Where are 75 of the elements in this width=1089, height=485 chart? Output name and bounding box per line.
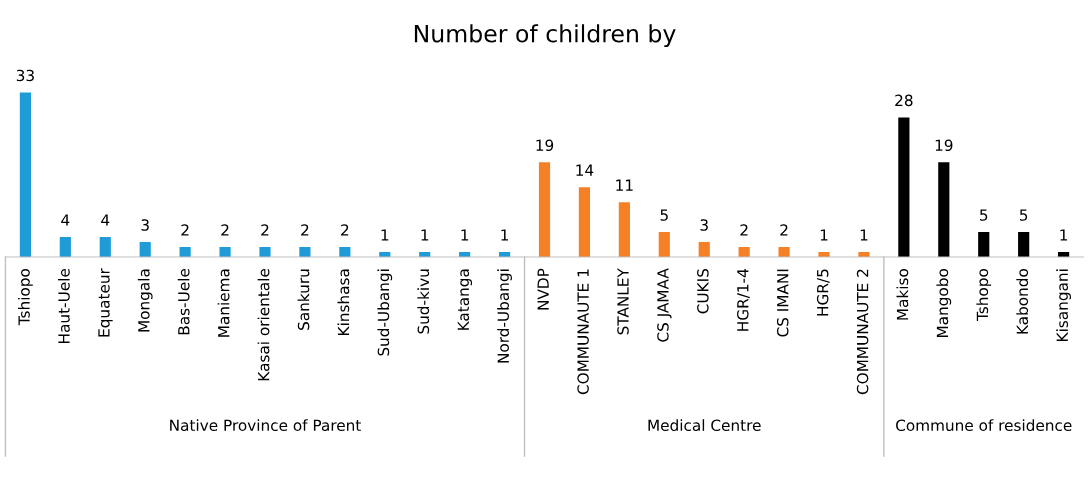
chart-title: Number of children by bbox=[414, 24, 676, 48]
text: Commune of residence bbox=[896, 419, 1072, 432]
bar bbox=[898, 117, 910, 258]
bar bbox=[698, 242, 710, 258]
x-tick-label: CS IMANI bbox=[776, 269, 789, 337]
data-label: 2 bbox=[261, 224, 269, 236]
bar bbox=[139, 242, 151, 258]
x-tick-label: NVDP bbox=[537, 268, 549, 310]
data-label: 2 bbox=[301, 224, 309, 236]
x-tick-label: STANLEY bbox=[617, 268, 629, 335]
bar bbox=[538, 162, 551, 258]
bar bbox=[938, 162, 950, 258]
x-tick-label: Kasai orientale bbox=[257, 268, 270, 381]
data-label: 2 bbox=[341, 224, 349, 236]
data-label: 1 bbox=[1060, 229, 1068, 241]
bar bbox=[618, 202, 630, 258]
x-tick-label: Tshiopo bbox=[18, 269, 33, 326]
x-tick-label: Kinshasa bbox=[337, 269, 350, 335]
text: Native Province of Parent bbox=[170, 419, 361, 432]
x-tick-label: CS JAMAA bbox=[657, 268, 672, 342]
data-label: 19 bbox=[935, 139, 953, 152]
x-tick-label: CUKIS bbox=[697, 269, 709, 314]
x-tick-label: HGR/1-4 bbox=[737, 269, 750, 331]
data-label: 2 bbox=[181, 224, 189, 236]
bar bbox=[578, 187, 591, 258]
bar bbox=[219, 247, 231, 258]
x-tick-label: Sud-kivu bbox=[417, 269, 430, 334]
text: Medical Centre bbox=[648, 419, 761, 432]
data-label: 28 bbox=[895, 94, 913, 107]
bar bbox=[299, 247, 311, 258]
data-label: 1 bbox=[461, 229, 469, 241]
x-tick-label: Sankuru bbox=[297, 269, 310, 330]
data-label: 19 bbox=[536, 139, 554, 152]
bar bbox=[19, 92, 31, 258]
data-label: 1 bbox=[820, 229, 828, 241]
data-label: 33 bbox=[16, 69, 34, 82]
x-tick-label: Kabondo bbox=[1016, 269, 1029, 334]
x-tick-label: Sud-Ubangi bbox=[377, 269, 393, 356]
data-label: 1 bbox=[421, 229, 429, 241]
x-tick-label: Equateur bbox=[98, 268, 113, 337]
data-label: 1 bbox=[501, 229, 509, 241]
x-tick-label: Mangobo bbox=[936, 269, 952, 337]
x-tick-label: Nord-Ubangi bbox=[497, 269, 512, 363]
data-label: 3 bbox=[700, 219, 708, 231]
data-label: 1 bbox=[860, 229, 868, 241]
data-label: 5 bbox=[660, 209, 668, 221]
bar bbox=[658, 232, 670, 258]
x-tick-label: HGR/5 bbox=[816, 269, 830, 316]
x-tick-label: COMMUNAUTE 1 bbox=[577, 269, 589, 395]
data-label: 3 bbox=[141, 219, 149, 231]
bar bbox=[259, 247, 271, 258]
bar bbox=[778, 247, 790, 258]
x-tick-label: Makiso bbox=[896, 269, 909, 320]
data-label: 4 bbox=[101, 214, 110, 226]
x-tick-label: Haut-Uele bbox=[57, 268, 70, 343]
data-label: 14 bbox=[576, 164, 594, 176]
bar bbox=[99, 237, 111, 258]
x-tick-label: COMMUNAUTE 2 bbox=[856, 269, 869, 395]
data-label: 5 bbox=[980, 209, 988, 221]
data-label: 2 bbox=[221, 224, 229, 236]
data-label: 2 bbox=[780, 224, 788, 236]
data-label: 4 bbox=[61, 214, 70, 226]
data-label: 5 bbox=[1019, 209, 1028, 221]
data-label: 1 bbox=[381, 229, 389, 241]
bar bbox=[59, 237, 71, 258]
x-tick-label: Mongala bbox=[137, 269, 153, 332]
data-label: 2 bbox=[740, 224, 748, 236]
x-tick-label: Bas-Uele bbox=[177, 268, 190, 335]
x-tick-label: Katanga bbox=[457, 269, 473, 330]
x-tick-label: Maniema bbox=[217, 269, 230, 337]
bar bbox=[1018, 232, 1030, 258]
bar bbox=[978, 232, 990, 258]
x-tick-label: Tshopo bbox=[976, 269, 992, 322]
x-tick-label: Kisangani bbox=[1056, 269, 1071, 341]
data-label: 11 bbox=[616, 179, 633, 191]
